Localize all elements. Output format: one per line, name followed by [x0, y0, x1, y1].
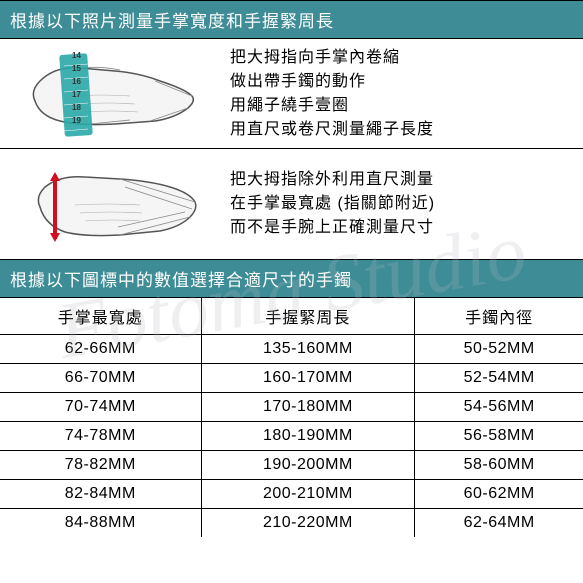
tape-mark: 19 [72, 116, 81, 125]
hand-illustration-tape: 14 15 16 17 18 19 [0, 39, 220, 148]
table-cell: 62-66MM [0, 335, 201, 364]
table-cell: 190-200MM [201, 451, 415, 480]
table-cell: 60-62MM [415, 480, 583, 509]
table-cell: 52-54MM [415, 364, 583, 393]
table-cell: 56-58MM [415, 422, 583, 451]
instruction-text-1: 把大拇指向手掌內卷縮 做出帶手鐲的動作 用繩子繞手壹圈 用直尺或卷尺測量繩子長度 [220, 40, 583, 148]
table-cell: 58-60MM [415, 451, 583, 480]
table-cell: 84-88MM [0, 509, 201, 538]
table-row: 82-84MM200-210MM60-62MM [0, 480, 583, 509]
instr-line: 在手掌最寬處 (指關節附近) [230, 192, 573, 216]
tape-mark: 16 [72, 77, 81, 86]
table-cell: 50-52MM [415, 335, 583, 364]
table-row: 74-78MM180-190MM56-58MM [0, 422, 583, 451]
tape-mark: 14 [72, 51, 81, 60]
table-row: 66-70MM160-170MM52-54MM [0, 364, 583, 393]
instr-line: 用繩子繞手壹圈 [230, 94, 573, 118]
table-row: 70-74MM170-180MM54-56MM [0, 393, 583, 422]
table-cell: 62-64MM [415, 509, 583, 538]
table-cell: 180-190MM [201, 422, 415, 451]
table-cell: 160-170MM [201, 364, 415, 393]
table-row: 62-66MM135-160MM50-52MM [0, 335, 583, 364]
instr-line: 用直尺或卷尺測量繩子長度 [230, 118, 573, 142]
table-cell: 135-160MM [201, 335, 415, 364]
table-cell: 70-74MM [0, 393, 201, 422]
table-row: 84-88MM210-220MM62-64MM [0, 509, 583, 538]
instr-line: 做出帶手鐲的動作 [230, 70, 573, 94]
table-cell: 74-78MM [0, 422, 201, 451]
sizing-table: 手掌最寬處 手握緊周長 手鐲內徑 62-66MM135-160MM50-52MM… [0, 298, 583, 537]
col-palm-width: 手掌最寬處 [0, 298, 201, 335]
header-sizing: 根據以下圖標中的數值選擇合適尺寸的手鐲 [0, 259, 583, 298]
table-cell: 54-56MM [415, 393, 583, 422]
col-bracelet-diameter: 手鐲內徑 [415, 298, 583, 335]
instruction-row-circumference: 14 15 16 17 18 19 把大拇指向手掌內卷縮 做出帶手鐲的動作 用繩… [0, 39, 583, 149]
table-row: 78-82MM190-200MM58-60MM [0, 451, 583, 480]
header-measurement: 根據以下照片測量手掌寬度和手握緊周長 [0, 0, 583, 39]
table-cell: 200-210MM [201, 480, 415, 509]
instruction-text-2: 把大拇指除外利用直尺測量 在手掌最寬處 (指關節附近) 而不是手腕上正確測量尺寸 [220, 162, 583, 246]
table-cell: 210-220MM [201, 509, 415, 538]
instruction-row-width: 把大拇指除外利用直尺測量 在手掌最寬處 (指關節附近) 而不是手腕上正確測量尺寸 [0, 149, 583, 259]
instr-line: 把大拇指向手掌內卷縮 [230, 46, 573, 70]
tape-mark: 15 [72, 64, 81, 73]
table-header-row: 手掌最寬處 手握緊周長 手鐲內徑 [0, 298, 583, 335]
tape-mark: 17 [72, 90, 81, 99]
table-cell: 170-180MM [201, 393, 415, 422]
col-grip-circumference: 手握緊周長 [201, 298, 415, 335]
tape-mark: 18 [72, 103, 81, 112]
hand-illustration-ruler [0, 149, 220, 259]
instr-line: 而不是手腕上正確測量尺寸 [230, 216, 573, 240]
table-cell: 82-84MM [0, 480, 201, 509]
table-cell: 66-70MM [0, 364, 201, 393]
table-cell: 78-82MM [0, 451, 201, 480]
instr-line: 把大拇指除外利用直尺測量 [230, 168, 573, 192]
